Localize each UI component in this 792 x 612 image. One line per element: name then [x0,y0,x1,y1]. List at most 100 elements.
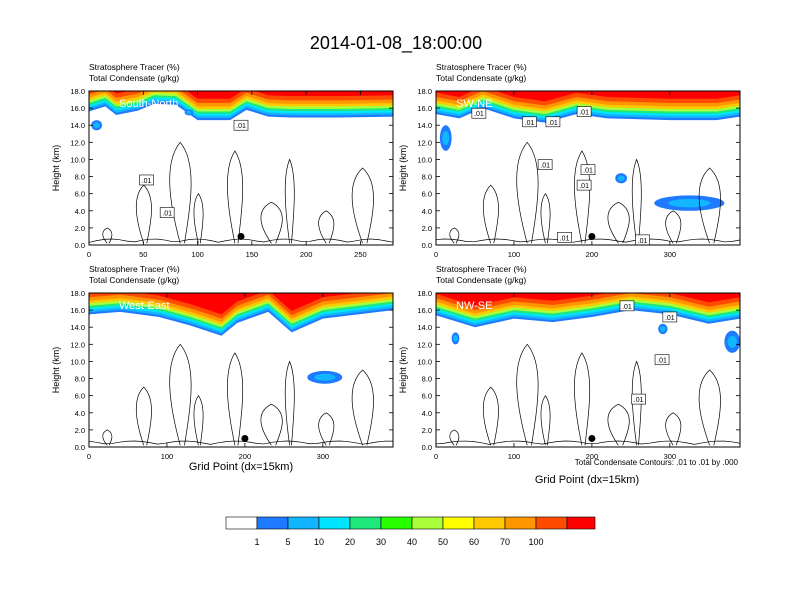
colorbar-label: 60 [469,537,479,547]
figure-title: 2014-01-08_18:00:00 [310,33,482,54]
y-tick-label: 14.0 [70,121,85,130]
condensate-contour-5 [260,403,283,446]
y-tick-label: 0.0 [75,241,85,250]
contour-label-box [537,159,553,170]
y-tick-label: 10.0 [70,357,85,366]
y-axis-label: Height (km) [398,145,408,192]
y-tick-label: 18.0 [417,87,432,96]
x-tick-label: 150 [246,250,259,259]
contour-label: .01 [560,235,570,242]
x-axis-label-right: Grid Point (dx=15km) [535,474,639,486]
surface-contour [89,440,393,445]
condensate-contour-7 [665,210,682,244]
condensate-contour-3 [193,395,204,446]
colorbar-box-4 [349,516,382,530]
tracer-patch-core-1 [660,326,666,332]
y-tick-label: 12.0 [417,340,432,349]
y-tick-label: 12.0 [70,138,85,147]
contour-label-box [557,232,572,243]
y-tick-label: 18.0 [417,289,432,298]
y-tick-label: 14.0 [417,323,432,332]
surface-contour [436,440,740,445]
panel-west-east: West-East Stratosphere Tracer (%)Total Co… [51,264,394,461]
x-tick-label: 300 [664,250,677,259]
condensate-contour-0 [102,429,113,446]
contour-label-box [139,174,154,186]
condensate-contour-7 [665,412,682,446]
plot-area [89,293,393,446]
colorbar-box-10 [535,516,568,530]
location-dot [241,434,249,442]
x-tick-label: 0 [434,452,438,461]
y-tick-label: 14.0 [70,323,85,332]
colorbar-label: 20 [345,537,355,547]
colorbar-box-11 [566,516,596,530]
tracer-patch-core-2 [727,335,737,348]
colorbar-label: 50 [438,537,448,547]
tracer-band-8 [436,91,740,102]
y-tick-label: 18.0 [70,289,85,298]
contour-label: .01 [579,183,589,190]
condensate-contours [89,343,393,446]
colorbar-label: 1 [254,537,259,547]
y-tick-label: 6.0 [75,392,85,401]
panel-header-tracer: Stratosphere Tracer (%) [436,264,527,274]
y-tick-label: 2.0 [422,426,432,435]
x-tick-label: 100 [191,250,204,259]
condensate-contour-3 [193,193,204,244]
x-tick-label: 250 [354,250,367,259]
y-tick-label: 4.0 [75,207,85,216]
y-axis-label: Height (km) [51,145,61,192]
y-tick-label: 8.0 [422,173,432,182]
contour-label: .01 [142,178,152,185]
y-tick-label: 8.0 [75,173,85,182]
location-dot [588,232,596,240]
location-dot [588,434,596,442]
contour-label-box [233,119,249,131]
condensate-contour-2 [516,343,539,446]
x-tick-label: 200 [586,250,599,259]
colorbar-label: 40 [407,537,417,547]
colorbar-box-0 [225,516,258,530]
contour-label: .01 [162,210,172,217]
panel-header-tracer: Stratosphere Tracer (%) [436,62,527,72]
contour-label-box [576,106,592,117]
condensate-contour-4 [227,352,244,446]
x-tick-label: 300 [317,452,330,461]
y-axis-label: Height (km) [398,347,408,394]
tracer-patch-core-0 [453,335,458,342]
panel-nw-se: .01 .01 .01 .01 NW-SE Stratosphere Tracer (%)… [398,264,741,461]
panels-group: .01 .01 .01 South-North Stratosphere Tracer … [51,62,741,461]
condensate-contours [89,141,393,244]
colorbar-label: 5 [285,537,290,547]
condensate-contour-4 [227,150,244,244]
colorbar-box-1 [256,516,289,530]
condensate-contour-5 [607,403,630,446]
y-tick-label: 16.0 [70,306,85,315]
contour-label: .01 [638,238,648,245]
y-tick-label: 6.0 [422,392,432,401]
x-tick-label: 50 [139,250,147,259]
colorbar-box-8 [473,516,506,530]
location-dot [237,232,245,240]
contour-label: .01 [657,358,667,365]
panel-header-condensate: Total Condensate (g/kg) [436,275,526,285]
panel-header-tracer: Stratosphere Tracer (%) [89,264,180,274]
x-tick-label: 200 [239,452,252,461]
condensate-contours [436,343,740,446]
x-axis-label-left: Grid Point (dx=15km) [189,461,293,473]
y-tick-label: 12.0 [70,340,85,349]
condensate-contours [436,141,740,244]
tracer-patch-core-1 [617,175,625,182]
condensate-contour-4 [574,352,591,446]
contour-label: .01 [525,120,535,127]
x-tick-label: 200 [300,250,313,259]
x-tick-label: 200 [586,452,599,461]
contour-label: .01 [583,168,593,175]
condensate-contour-7 [318,412,335,446]
tracer-band-8 [112,91,393,99]
tracer-patch-core-0 [442,130,450,146]
panel-name: NW-SE [456,300,492,312]
contour-label-box [576,179,592,191]
y-tick-label: 14.0 [417,121,432,130]
